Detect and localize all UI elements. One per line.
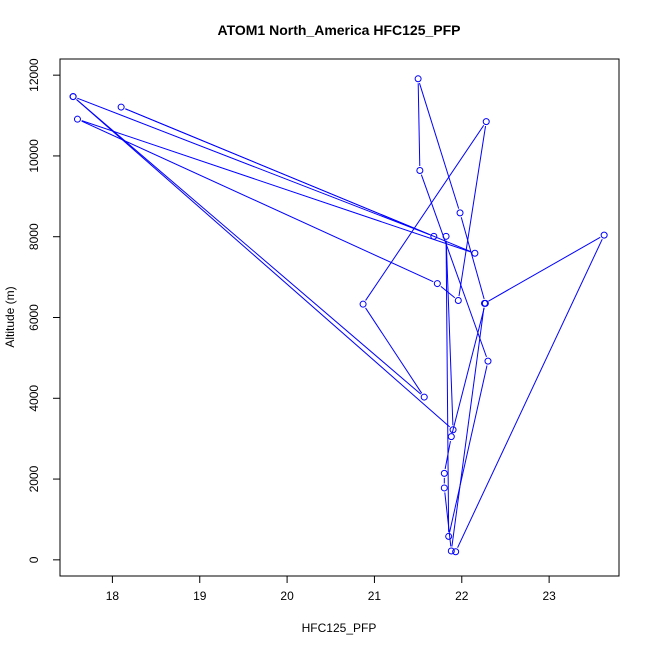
series-segment <box>444 492 452 547</box>
data-point <box>73 115 81 123</box>
data-point <box>482 118 490 126</box>
x-tick-label: 18 <box>106 589 120 603</box>
series-segment <box>451 307 485 547</box>
y-tick-label: 0 <box>27 556 41 563</box>
series-segment <box>460 217 485 300</box>
y-tick-label: 12000 <box>27 58 41 92</box>
y-tick-label: 4000 <box>27 385 41 412</box>
series-segment <box>76 99 422 395</box>
data-point <box>445 532 453 540</box>
x-axis: 18 19 20 21 22 23 <box>106 575 556 603</box>
data-point <box>440 484 448 492</box>
series-segment <box>451 307 485 433</box>
series-segment <box>77 97 430 236</box>
data-point <box>442 232 450 240</box>
series-segment <box>457 238 603 548</box>
series-lines <box>76 82 603 548</box>
x-tick-label: 19 <box>193 589 207 603</box>
data-point <box>600 231 608 239</box>
series-segment <box>418 82 460 209</box>
data-point <box>69 93 77 101</box>
chart-title: ATOM1 North_America HFC125_PFP <box>218 22 461 38</box>
series-segment <box>125 108 430 236</box>
series-segment <box>365 307 423 394</box>
data-point <box>484 357 492 365</box>
data-point <box>420 393 428 401</box>
data-point <box>452 548 460 556</box>
data-point <box>117 103 125 111</box>
data-point <box>454 297 462 305</box>
series-segment <box>81 120 471 253</box>
data-point <box>414 75 422 83</box>
data-point <box>359 300 367 308</box>
series-points <box>69 75 608 556</box>
x-tick-label: 22 <box>455 589 469 603</box>
data-point <box>430 232 438 240</box>
data-point <box>447 433 455 441</box>
series-segment <box>76 99 450 428</box>
y-axis-label: Altitude (m) <box>3 286 17 347</box>
data-point <box>449 426 457 434</box>
series-segment <box>488 236 601 302</box>
data-point <box>447 547 455 555</box>
x-tick-label: 23 <box>542 589 556 603</box>
data-point <box>471 249 479 257</box>
series-segment <box>365 125 485 301</box>
y-tick-label: 6000 <box>27 304 41 331</box>
series-segment <box>444 440 451 470</box>
data-point <box>480 299 488 307</box>
data-point <box>456 209 464 217</box>
series-segment <box>458 125 487 297</box>
data-point <box>433 280 441 288</box>
x-axis-label: HFC125_PFP <box>302 621 377 635</box>
data-point <box>440 469 448 477</box>
x-tick-label: 21 <box>368 589 382 603</box>
series-segment <box>445 240 454 426</box>
series-segment <box>449 365 488 533</box>
data-point <box>416 166 424 174</box>
y-tick-label: 10000 <box>27 139 41 173</box>
y-axis: 0 2000 4000 6000 8000 10000 12000 <box>27 58 61 563</box>
x-tick-label: 20 <box>280 589 294 603</box>
y-tick-label: 2000 <box>27 465 41 492</box>
series-segment <box>81 120 434 283</box>
series-segment <box>417 83 421 166</box>
series-segment <box>420 174 487 358</box>
series-segment <box>445 240 450 532</box>
y-tick-label: 8000 <box>27 223 41 250</box>
